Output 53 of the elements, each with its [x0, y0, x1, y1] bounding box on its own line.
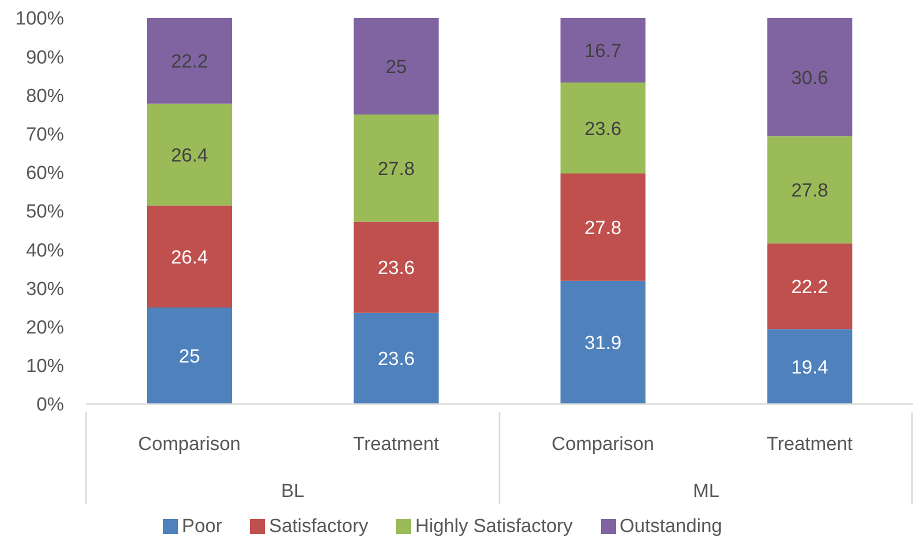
- y-tick-label: 60%: [26, 163, 64, 184]
- y-tick-label: 100%: [15, 8, 64, 30]
- bar: [146, 18, 232, 104]
- legend-label: Satisfactory: [269, 516, 368, 537]
- y-tick-label: 20%: [26, 318, 64, 339]
- x-tick-label: Comparison: [138, 434, 241, 455]
- data-label: 22.2: [791, 277, 828, 298]
- data-label: 26.4: [171, 247, 208, 268]
- legend-label: Poor: [182, 516, 222, 537]
- data-label: 27.8: [378, 158, 415, 180]
- x-tick-label: Treatment: [353, 434, 440, 455]
- bar: [354, 312, 439, 404]
- data-label: 27.8: [584, 218, 622, 239]
- bar: [767, 243, 852, 330]
- data-label: 16.7: [584, 40, 622, 62]
- data-label: 23.6: [378, 349, 415, 370]
- bar: [767, 136, 852, 244]
- data-label: 23.6: [584, 118, 622, 140]
- bar: [560, 18, 646, 82]
- y-tick-label: 80%: [26, 86, 64, 107]
- bar: [767, 18, 852, 136]
- y-tick-label: 10%: [26, 356, 64, 378]
- legend-label: Outstanding: [620, 516, 722, 537]
- bar: [146, 308, 232, 404]
- legend-label: Highly Satisfactory: [415, 516, 573, 537]
- bar: [560, 280, 646, 404]
- text: ML: [693, 481, 720, 502]
- bar: [354, 18, 439, 114]
- text: BL: [281, 481, 304, 502]
- x-tick-label: Treatment: [766, 434, 854, 455]
- data-label: 25: [386, 56, 407, 78]
- x-tick-label: Comparison: [552, 434, 654, 455]
- data-label: 22.2: [171, 52, 208, 73]
- bar: [146, 206, 232, 308]
- y-tick-label: 90%: [26, 47, 64, 68]
- data-label: 27.8: [791, 180, 828, 202]
- bar: [560, 82, 646, 174]
- y-tick-label: 0%: [36, 394, 64, 416]
- bar: [146, 104, 232, 206]
- bar: [767, 329, 852, 404]
- data-label: 31.9: [584, 333, 622, 354]
- data-label: 19.4: [791, 357, 829, 378]
- y-tick-label: 70%: [26, 124, 64, 146]
- bar: [354, 114, 439, 222]
- data-label: 30.6: [791, 68, 828, 89]
- y-tick-label: 40%: [26, 240, 64, 262]
- data-label: 25: [178, 346, 200, 368]
- y-tick-label: 50%: [26, 202, 64, 223]
- bar: [354, 222, 439, 313]
- y-tick-label: 30%: [26, 278, 64, 300]
- bar: [560, 174, 646, 281]
- data-label: 26.4: [171, 145, 208, 166]
- data-label: 23.6: [378, 258, 415, 280]
